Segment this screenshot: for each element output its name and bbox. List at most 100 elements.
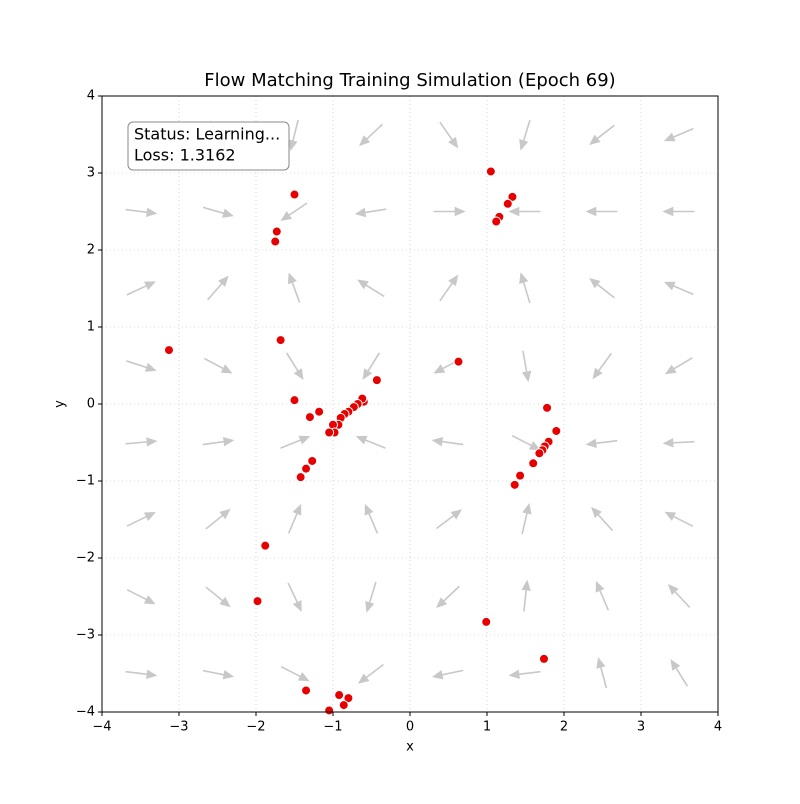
point xyxy=(275,335,286,346)
flow-arrow xyxy=(663,281,694,296)
flow-arrow xyxy=(364,503,379,534)
status-box xyxy=(127,121,290,171)
flow-arrow xyxy=(359,123,384,147)
flow-arrow xyxy=(125,207,158,217)
flow-arrow xyxy=(519,119,531,151)
flow-arrow xyxy=(205,508,231,530)
flow-arrow xyxy=(354,207,387,218)
chart-title: Flow Matching Training Simulation (Epoch… xyxy=(204,70,615,91)
flow-arrow xyxy=(125,437,158,447)
x-tick-label: −3 xyxy=(169,720,188,735)
flow-arrow xyxy=(436,585,461,609)
flow-arrow xyxy=(280,435,311,449)
point xyxy=(295,472,306,483)
y-tick-label: 4 xyxy=(87,89,95,104)
flow-arrow xyxy=(285,352,304,380)
point xyxy=(485,166,496,177)
point xyxy=(271,226,282,237)
y-tick-label: 0 xyxy=(87,397,95,412)
point xyxy=(371,375,382,386)
x-tick-label: −2 xyxy=(246,720,265,735)
x-tick-label: 4 xyxy=(714,720,722,735)
flow-arrow xyxy=(664,511,694,528)
flow-arrow xyxy=(508,669,541,679)
point xyxy=(301,685,312,696)
point xyxy=(163,345,174,356)
point xyxy=(260,540,271,551)
y-axis-label: y xyxy=(53,400,68,408)
flow-arrow xyxy=(287,503,302,534)
point xyxy=(542,402,553,413)
point xyxy=(509,479,520,490)
point xyxy=(538,653,549,664)
flow-arrow xyxy=(585,438,618,448)
flow-arrow xyxy=(280,202,308,222)
y-tick-label: 2 xyxy=(87,243,95,258)
y-tick-label: 1 xyxy=(87,320,95,335)
flow-arrow xyxy=(439,274,459,302)
point xyxy=(491,216,502,227)
flow-arrow xyxy=(287,272,301,303)
flow-arrow xyxy=(589,124,615,145)
point xyxy=(534,448,545,459)
point xyxy=(314,406,325,417)
point xyxy=(307,455,318,466)
flow-arrow xyxy=(355,435,386,449)
flow-arrow xyxy=(431,436,464,447)
flow-arrow xyxy=(362,352,381,380)
flow-arrow xyxy=(125,360,157,372)
point xyxy=(507,191,518,202)
flow-arrow xyxy=(207,275,229,301)
x-tick-label: 2 xyxy=(560,720,568,735)
flow-arrow xyxy=(585,206,618,217)
flow-arrow xyxy=(357,279,385,298)
flow-arrow xyxy=(357,663,384,684)
point xyxy=(289,395,300,406)
flow-arrow xyxy=(662,438,695,448)
x-tick-label: 1 xyxy=(483,720,491,735)
flow-arrow xyxy=(667,584,691,609)
flow-arrow xyxy=(589,278,615,299)
point xyxy=(343,693,354,704)
flow-arrow xyxy=(288,119,299,151)
flow-arrow xyxy=(521,502,532,535)
y-tick-label: −1 xyxy=(76,474,95,489)
point xyxy=(551,425,562,436)
x-tick-label: −4 xyxy=(92,720,111,735)
flow-arrow xyxy=(125,669,158,679)
point xyxy=(502,198,513,209)
point xyxy=(252,596,263,607)
status-text: Status: Learning... xyxy=(134,125,280,144)
flow-arrow xyxy=(126,512,156,527)
flow-arrow xyxy=(202,206,234,218)
point xyxy=(515,470,526,481)
point xyxy=(289,189,300,200)
point xyxy=(270,236,281,247)
flow-arrow xyxy=(663,127,694,142)
flow-arrow xyxy=(205,586,231,608)
flow-arrow xyxy=(126,281,156,296)
flow-arrow xyxy=(662,206,695,217)
flow-arrow xyxy=(280,665,310,682)
flow-arrow xyxy=(521,350,532,383)
flow-arrow xyxy=(433,206,466,217)
x-tick-label: −1 xyxy=(323,720,342,735)
flow-arrow xyxy=(365,581,377,613)
flow-arrow xyxy=(521,579,531,612)
flow-arrow xyxy=(595,580,610,611)
flow-arrow xyxy=(203,357,233,374)
flow-arrow xyxy=(596,657,608,689)
y-tick-label: −4 xyxy=(76,705,95,720)
y-tick-label: −2 xyxy=(76,551,95,566)
point xyxy=(301,463,312,474)
point xyxy=(304,412,315,423)
point xyxy=(528,458,539,469)
y-tick-label: −3 xyxy=(76,628,95,643)
flow-arrow xyxy=(202,436,235,447)
flow-arrow xyxy=(508,206,541,217)
x-tick-label: 3 xyxy=(637,720,645,735)
flow-arrow xyxy=(126,588,156,605)
x-tick-label: 0 xyxy=(406,720,414,735)
